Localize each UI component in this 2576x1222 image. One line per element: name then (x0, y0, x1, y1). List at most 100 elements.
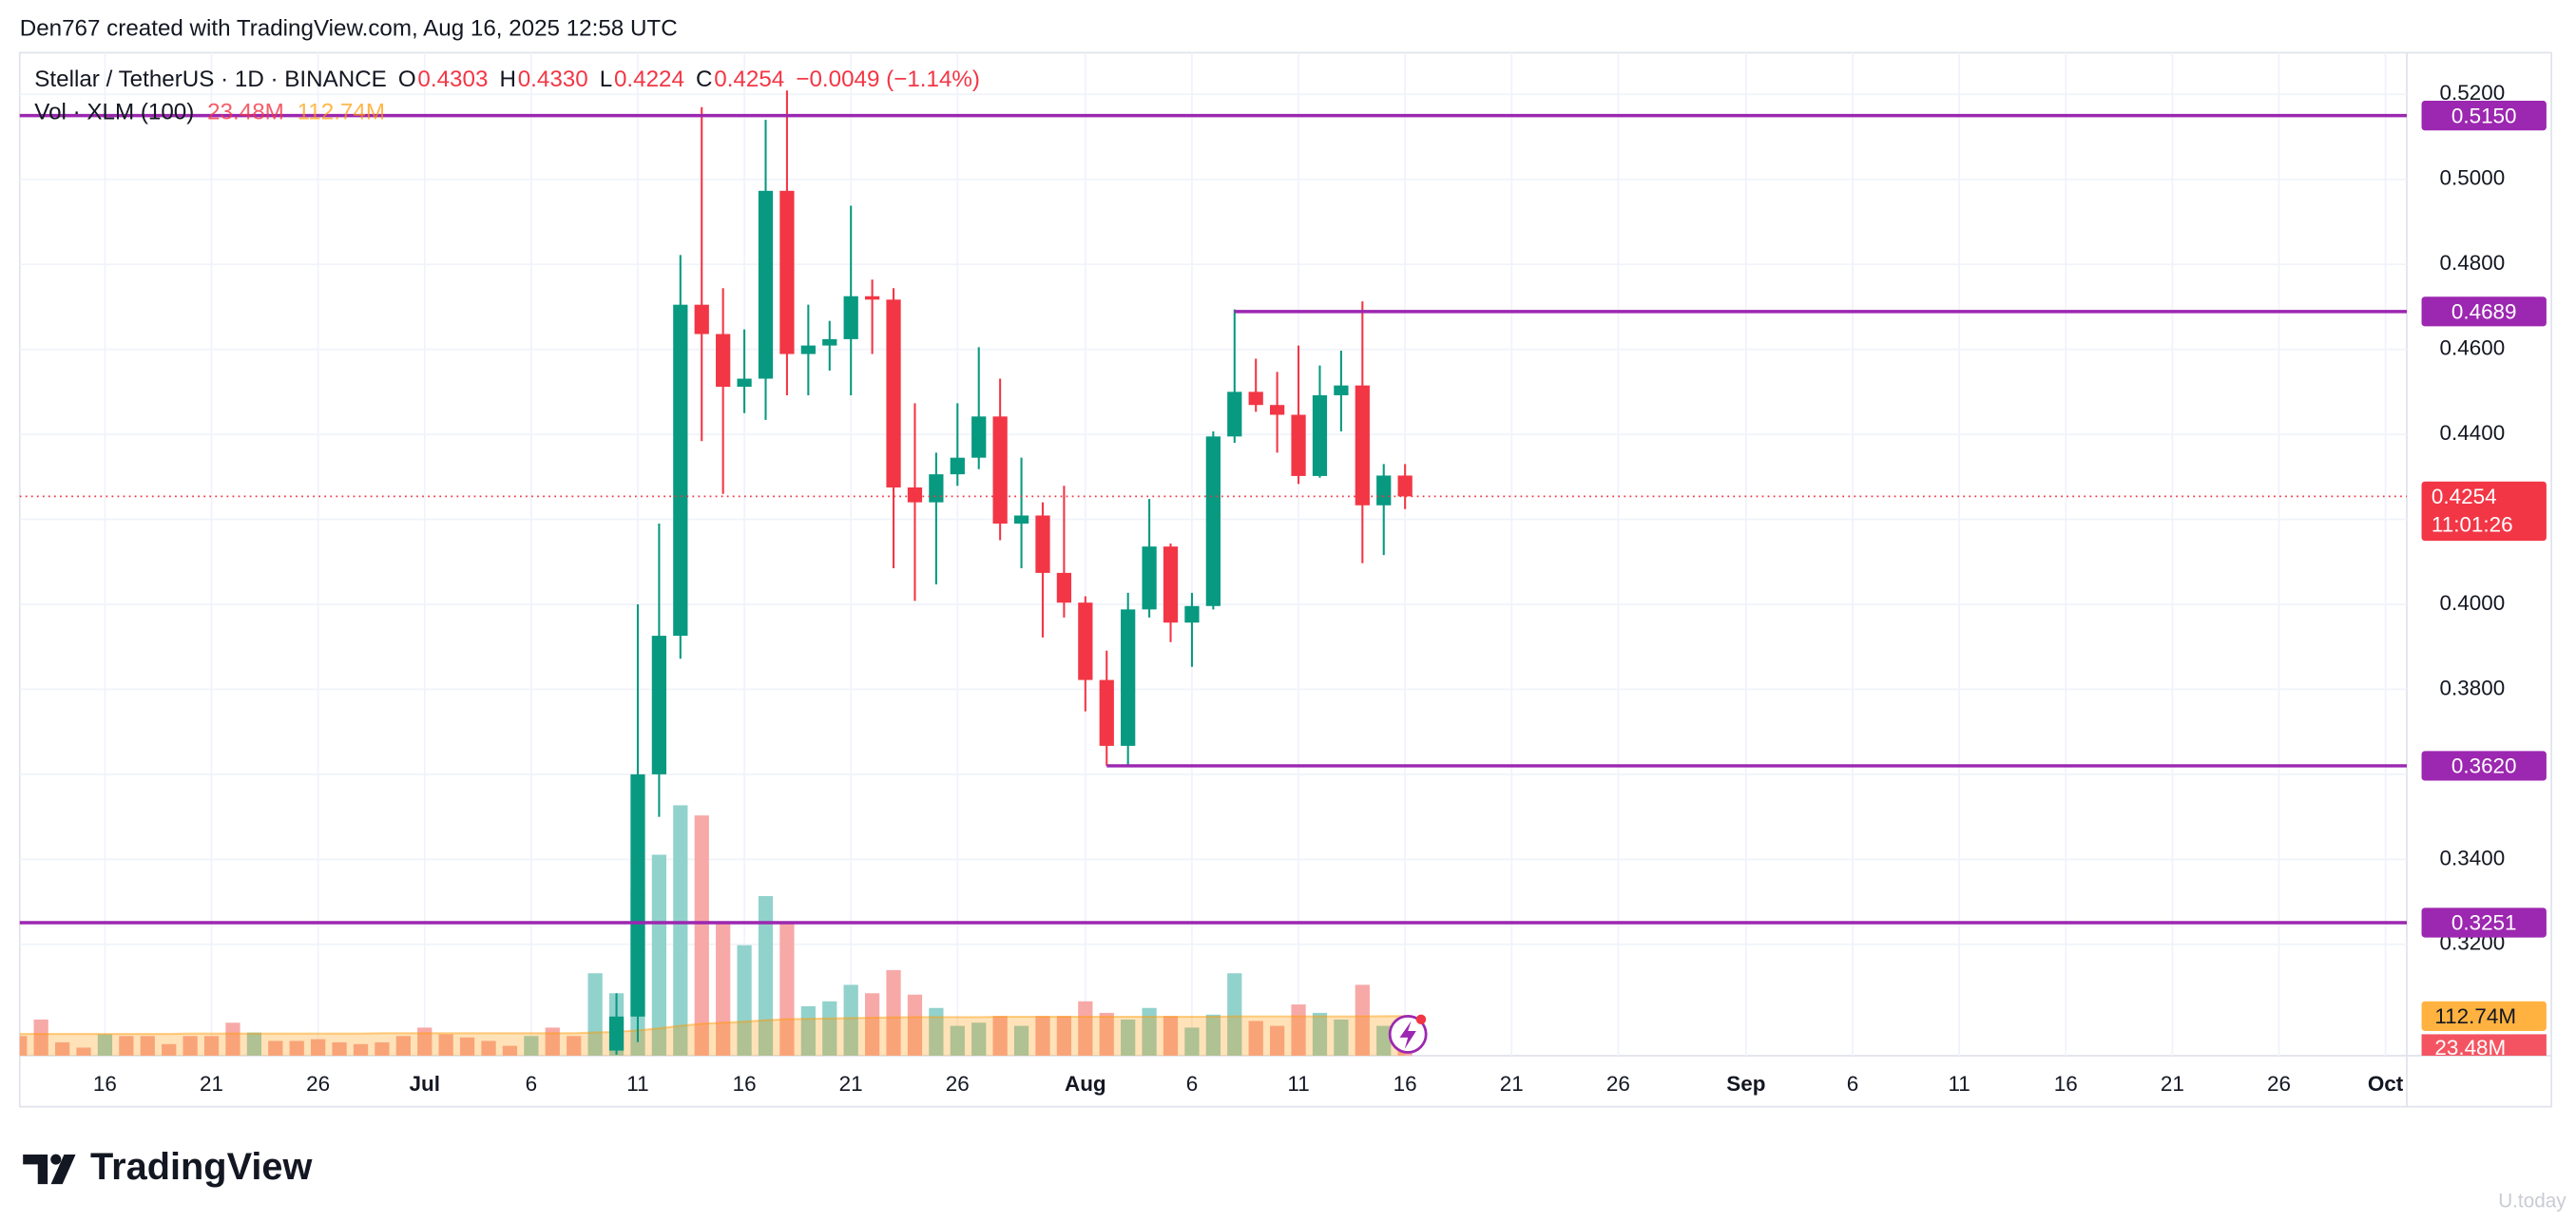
x-tick-label: 16 (1394, 1072, 1417, 1096)
volume-bar (545, 1027, 560, 1056)
volume-legend-value: 23.48M (207, 100, 284, 125)
candle-body (1397, 475, 1413, 497)
volume-bar (694, 815, 709, 1056)
volume-bar (907, 994, 923, 1056)
level-label: 0.5150 (2451, 104, 2517, 127)
volume-bar (1291, 1004, 1306, 1056)
candle-body (886, 299, 901, 487)
volume-bar (1142, 1007, 1157, 1056)
x-tick-label: 26 (946, 1072, 970, 1096)
y-tick-label: 0.5000 (2440, 166, 2506, 190)
x-tick-label: 21 (1500, 1072, 1524, 1096)
x-tick-label: 21 (2161, 1072, 2184, 1096)
candle-body (1248, 391, 1263, 406)
volume-legend-name: Vol · XLM (100) (34, 100, 194, 125)
volume-bar (1334, 1019, 1349, 1056)
volume-bar (395, 1036, 411, 1056)
legend-value: 0.4254 (714, 67, 784, 92)
candle-body (822, 338, 837, 346)
replay-icon (1388, 1014, 1428, 1054)
candle-body (1205, 436, 1221, 606)
volume-bar (1013, 1025, 1029, 1056)
volume-bar (76, 1047, 91, 1056)
volume-bar (1078, 1001, 1093, 1056)
candle-body (673, 304, 688, 637)
candle-body (1163, 546, 1179, 623)
volume-bar (1099, 1012, 1114, 1056)
candle-body (1270, 405, 1285, 415)
volume-bar (332, 1041, 347, 1056)
volume-bar (886, 969, 901, 1056)
candle-body (929, 474, 944, 503)
x-tick-label: 21 (200, 1072, 223, 1096)
volume-legend-ma: 112.74M (298, 100, 385, 125)
level-label: 0.4689 (2451, 299, 2517, 323)
volume-bar (19, 1036, 28, 1056)
overlay: 0.5150 0.4689 0.3620 0.3251 0.4254 11:01:26 11… (19, 67, 2547, 1060)
volume-bar (758, 896, 774, 1056)
volume-bar (54, 1041, 70, 1056)
volume-bar (1270, 1025, 1285, 1056)
last-price-bg (2421, 481, 2547, 542)
volume-bar (119, 1036, 134, 1056)
volume-bar (289, 1041, 304, 1056)
volume-bar (1184, 1027, 1200, 1056)
volume-bar (1035, 1016, 1050, 1056)
volume-last-label-bg (2421, 1034, 2547, 1056)
candle-body (1227, 391, 1242, 437)
level-label-bg (2421, 751, 2547, 781)
volume-bar (864, 993, 880, 1056)
volume-bar (779, 924, 795, 1056)
x-tick-label: Sep (1726, 1072, 1765, 1096)
volume-bar (651, 854, 667, 1056)
volume-last-label: 23.48M (2434, 1036, 2506, 1060)
x-tick-label: 6 (1847, 1072, 1858, 1096)
volume-bar (33, 1019, 48, 1056)
volume-bar (800, 1005, 816, 1056)
x-tick-label: 6 (526, 1072, 537, 1096)
y-tick-label: 0.4400 (2440, 421, 2506, 445)
x-tick-label: 11 (1287, 1072, 1309, 1096)
legend-key: C (696, 67, 712, 92)
candle-body (1078, 602, 1093, 680)
candle-body (1035, 515, 1050, 573)
candle-body (737, 378, 752, 387)
grid: 16 21 26 Jul 6 11 16 21 26 Aug 6 11 16 21 26 Sep 6 11 16 21… (19, 52, 2506, 1096)
legend-value: 0.4224 (614, 67, 684, 92)
x-tick-label: 26 (2267, 1072, 2291, 1096)
candle-body (800, 345, 816, 354)
level-label: 0.3251 (2451, 911, 2517, 935)
volume-bar (162, 1043, 177, 1056)
volume-bar (481, 1041, 496, 1056)
volume-ma-label-bg (2421, 1001, 2547, 1031)
legend-key: L (600, 67, 612, 92)
y-tick-label: 0.3800 (2440, 676, 2506, 699)
x-tick-label: 11 (1948, 1072, 1970, 1096)
y-tick-label: 0.4600 (2440, 336, 2506, 360)
level-label-bg (2421, 296, 2547, 327)
legend-value: 0.4330 (518, 67, 588, 92)
brand-name: TradingView (90, 1146, 313, 1188)
x-tick-label: 16 (93, 1072, 117, 1096)
candle-body (779, 190, 795, 354)
volume-bar (438, 1034, 453, 1056)
volume-bar (737, 945, 752, 1056)
volume-bar (203, 1036, 220, 1056)
candle-body (1142, 546, 1157, 610)
candle-body (608, 1016, 625, 1051)
volume-bar (375, 1041, 390, 1056)
y-tick-label: 0.3400 (2440, 846, 2506, 869)
legend-symbol: Stellar / TetherUS · 1D · BINANCE (34, 67, 386, 92)
candle-body (1013, 515, 1029, 525)
x-tick-label: Aug (1065, 1072, 1106, 1096)
volume-bar (140, 1036, 155, 1056)
x-tick-label: 16 (733, 1072, 757, 1096)
candle-body (864, 296, 880, 300)
candle-body (1184, 605, 1200, 623)
volume-bar (1121, 1019, 1136, 1056)
volume-bar (1056, 1016, 1072, 1056)
candle-body (1355, 385, 1370, 506)
candle-body (971, 416, 987, 458)
